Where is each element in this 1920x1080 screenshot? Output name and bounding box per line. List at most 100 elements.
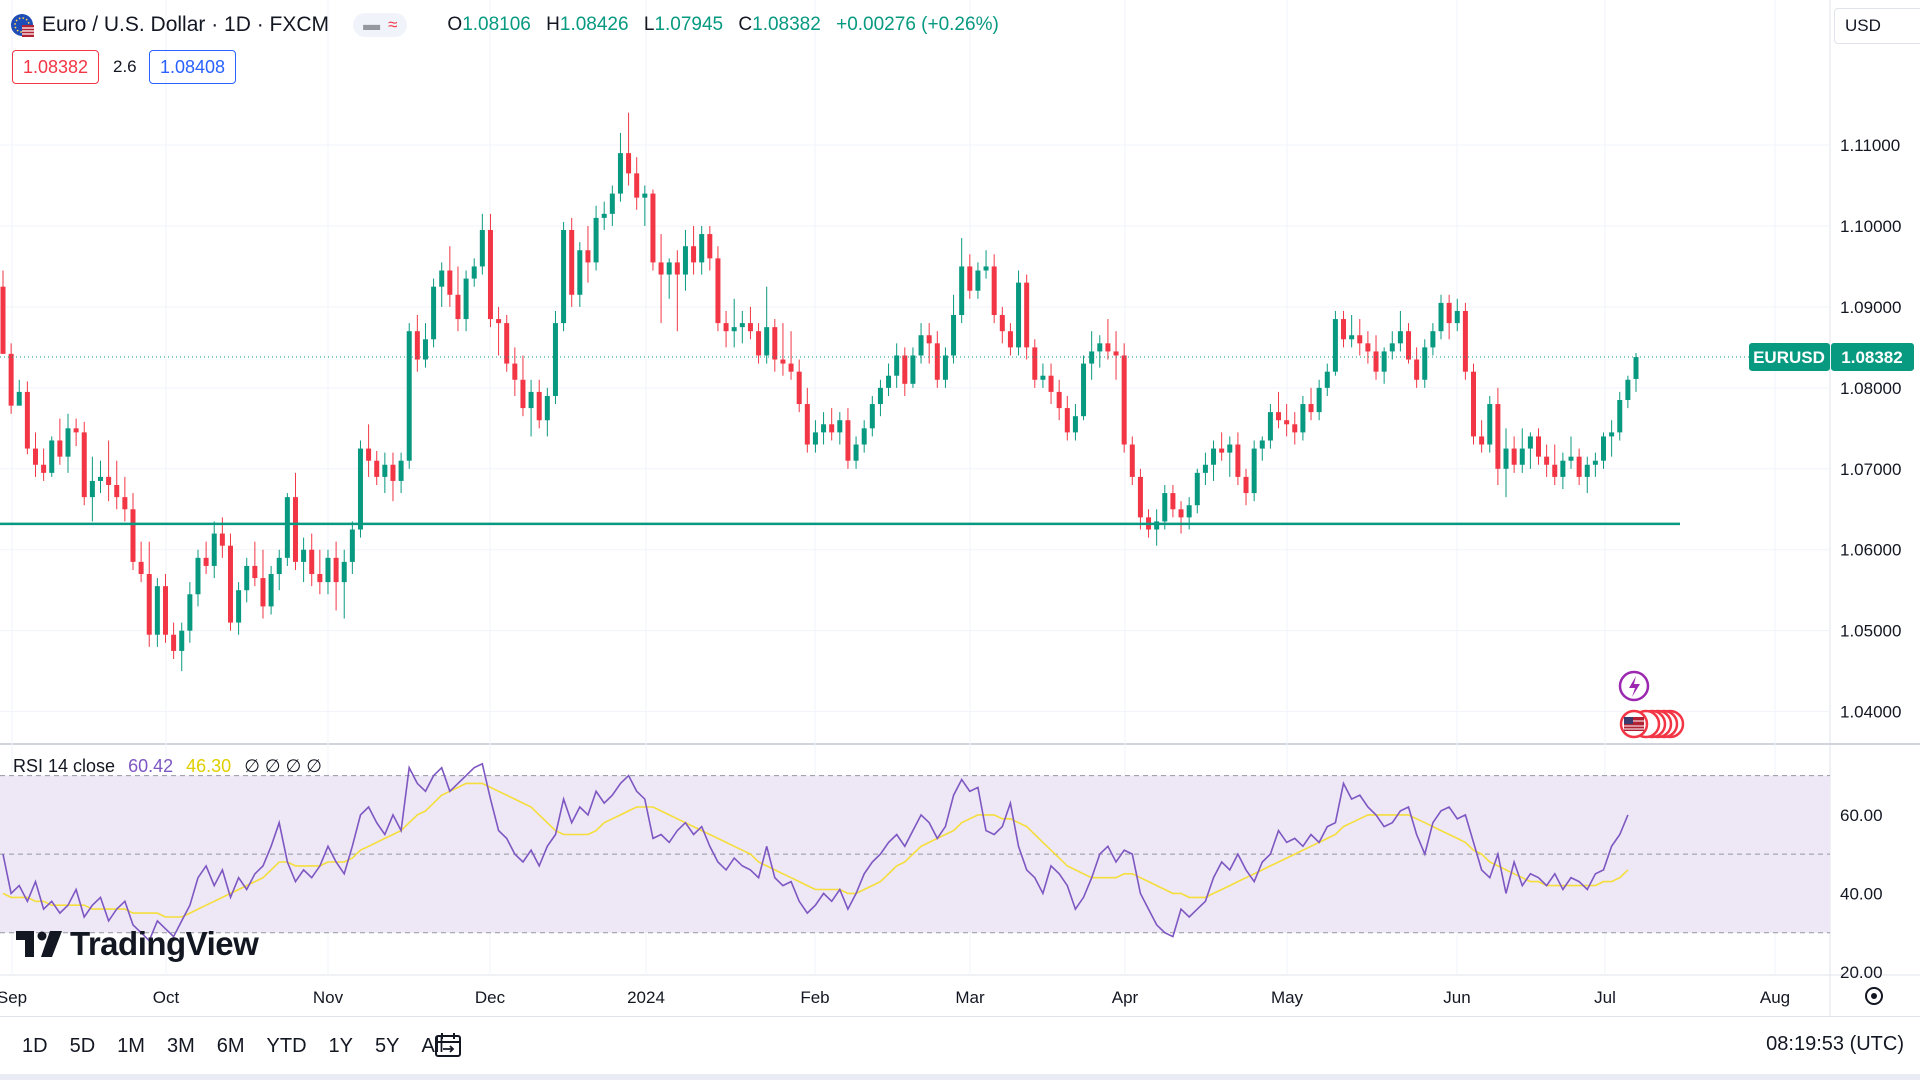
range-button-1d[interactable]: 1D bbox=[22, 1034, 48, 1057]
spread-value: 2.6 bbox=[113, 57, 137, 76]
candle-body bbox=[1471, 371, 1477, 437]
candle-body bbox=[1308, 404, 1314, 413]
candle-body bbox=[707, 234, 713, 259]
price-tick-label: 1.06000 bbox=[1840, 541, 1901, 560]
lightning-icon-glyph bbox=[1629, 676, 1640, 697]
candle-body bbox=[219, 533, 225, 546]
candle-body bbox=[1064, 408, 1070, 433]
candle-body bbox=[959, 266, 965, 316]
wave-icon: ≈ bbox=[388, 15, 398, 34]
candle-body bbox=[715, 258, 721, 324]
range-button-6m[interactable]: 6M bbox=[216, 1034, 245, 1057]
price-tick-label: 1.04000 bbox=[1840, 703, 1901, 722]
candle-body bbox=[609, 193, 615, 214]
candle-body bbox=[398, 460, 404, 481]
tradingview-logo[interactable]: TradingView bbox=[16, 925, 259, 963]
time-tick-label: Apr bbox=[1112, 988, 1139, 1007]
candle-body bbox=[89, 480, 95, 498]
candle-body bbox=[1202, 464, 1208, 473]
candle-body bbox=[829, 424, 835, 433]
close-value: 1.08382 bbox=[752, 14, 821, 35]
chart-canvas[interactable]: 1.11000 1.10000 1.09000 1.08000 1.07000 1.060… bbox=[0, 0, 1920, 1016]
candle-body bbox=[723, 323, 729, 332]
settings-gear-icon[interactable] bbox=[1865, 987, 1883, 1005]
currency-button[interactable]: USD bbox=[1834, 8, 1920, 44]
candle-body bbox=[97, 476, 103, 481]
price-tag[interactable]: EURUSD 1.08382 bbox=[1749, 342, 1914, 371]
range-button-3m[interactable]: 3M bbox=[166, 1034, 195, 1057]
candle-body bbox=[1576, 456, 1582, 477]
candle-body bbox=[1568, 456, 1574, 461]
candle-body bbox=[24, 391, 30, 449]
candle-body bbox=[861, 428, 867, 445]
range-buttons: 1D 5D 1M 3M 6M YTD 1Y 5Y All bbox=[0, 1035, 444, 1058]
candle-body bbox=[1406, 331, 1412, 360]
horizontal-scrollbar[interactable] bbox=[0, 1074, 1920, 1080]
candle-body bbox=[455, 294, 461, 320]
candle-body bbox=[1422, 347, 1428, 380]
candle-body bbox=[32, 448, 38, 465]
price-axis-area[interactable] bbox=[1830, 0, 1920, 1016]
range-button-5d[interactable]: 5D bbox=[69, 1034, 96, 1057]
candle-body bbox=[1592, 460, 1598, 465]
price-tick-label: 1.11000 bbox=[1840, 136, 1900, 155]
candle-body bbox=[1625, 379, 1631, 400]
calendar-icon[interactable] bbox=[433, 1030, 463, 1060]
candle-body bbox=[788, 363, 794, 372]
candle-body bbox=[593, 217, 599, 263]
candle-body bbox=[1341, 319, 1347, 340]
candle-body bbox=[357, 448, 363, 530]
us-flag-canton bbox=[1624, 717, 1633, 724]
candle-body bbox=[1495, 404, 1501, 469]
indicator-toggle-pill[interactable]: ▬ ≈ bbox=[353, 13, 408, 37]
range-button-5y[interactable]: 5Y bbox=[375, 1034, 400, 1057]
time-tick-label: Dec bbox=[475, 988, 506, 1007]
candle-body bbox=[1251, 448, 1257, 494]
candle-body bbox=[1332, 319, 1338, 372]
rsi-value: 60.42 bbox=[128, 756, 174, 776]
candle-body bbox=[528, 391, 534, 409]
bottom-toolbar: 1D 5D 1M 3M 6M YTD 1Y 5Y All bbox=[0, 1016, 1920, 1075]
candle-body bbox=[1024, 282, 1030, 348]
candle-body bbox=[227, 545, 233, 623]
buy-price-button[interactable]: 1.08408 bbox=[149, 50, 237, 84]
candle-body bbox=[1121, 355, 1127, 445]
candle-body bbox=[479, 230, 485, 267]
candle-body bbox=[463, 278, 469, 320]
candle-body bbox=[1462, 310, 1468, 372]
range-button-ytd[interactable]: YTD bbox=[266, 1034, 307, 1057]
time-tick-label: Jul bbox=[1594, 988, 1616, 1007]
range-button-1y[interactable]: 1Y bbox=[328, 1034, 354, 1057]
range-button-all[interactable]: All bbox=[421, 1034, 444, 1057]
rsi-name[interactable]: RSI 14 close bbox=[13, 756, 116, 776]
candle-body bbox=[658, 262, 664, 275]
candle-body bbox=[439, 270, 445, 287]
time-tick-label: Nov bbox=[313, 988, 344, 1007]
candle-body bbox=[561, 230, 567, 324]
candle-body bbox=[203, 557, 209, 566]
candle-body bbox=[1454, 310, 1460, 324]
candle-body bbox=[1324, 371, 1330, 388]
gear-center bbox=[1871, 993, 1877, 999]
price-tag-symbol: EURUSD bbox=[1753, 348, 1825, 367]
candle-body bbox=[747, 323, 753, 332]
utc-clock[interactable]: 08:19:53 (UTC) bbox=[1766, 1033, 1904, 1055]
candle-body bbox=[1381, 351, 1387, 372]
candle-body bbox=[162, 586, 168, 635]
candle-body bbox=[179, 630, 185, 651]
candle-body bbox=[991, 266, 997, 316]
symbol-title[interactable]: Euro / U.S. Dollar · 1D · FXCM bbox=[42, 13, 330, 36]
time-tick-label: Jun bbox=[1443, 988, 1470, 1007]
candle-body bbox=[268, 574, 274, 607]
sell-price-button[interactable]: 1.08382 bbox=[12, 50, 100, 84]
price-tick-label: 1.05000 bbox=[1840, 622, 1901, 641]
candle-body bbox=[1243, 476, 1249, 494]
candle-body bbox=[1357, 335, 1363, 344]
candle-body bbox=[1089, 351, 1095, 364]
candle-body bbox=[1389, 343, 1395, 352]
candle-body bbox=[325, 557, 331, 583]
range-button-1m[interactable]: 1M bbox=[117, 1034, 145, 1057]
event-markers[interactable] bbox=[1618, 670, 1685, 739]
candle-body bbox=[1349, 335, 1355, 340]
candle-body bbox=[187, 594, 193, 631]
